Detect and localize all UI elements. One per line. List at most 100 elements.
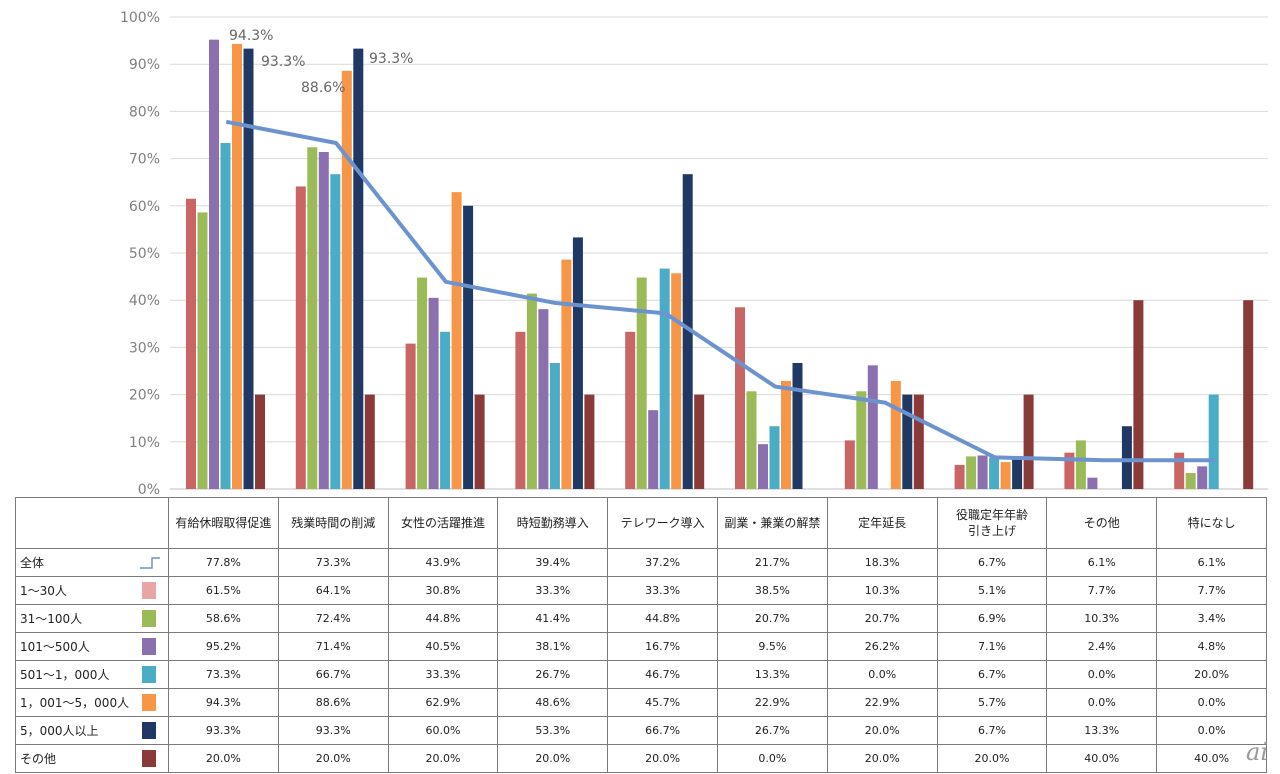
y-tick-label: 0% (138, 482, 160, 497)
table-row: 1～30人 61.5% 64.1% 30.8% 33.3% 33.3% 38.5% 10.3%… (15, 576, 1267, 605)
y-tick-label: 80% (129, 104, 160, 120)
table-cell: 94.3% (168, 688, 279, 717)
table-cell: 20.0% (277, 744, 389, 773)
bar (902, 394, 913, 489)
bar (1174, 452, 1185, 489)
value-annotation: 93.3% (369, 51, 413, 67)
table-cell: 46.7% (607, 660, 718, 689)
table-cell: 13.3% (1046, 716, 1158, 745)
bar (220, 143, 231, 490)
bar (1133, 300, 1144, 489)
bar (330, 174, 341, 489)
category-header: 役職定年年齢 引き上げ (936, 497, 1048, 549)
bar (1087, 477, 1098, 489)
category-header: テレワーク導入 (607, 497, 718, 549)
table-cell: 73.3% (168, 660, 279, 689)
table-cell: 33.3% (607, 576, 718, 605)
table-cell: 33.3% (497, 576, 609, 605)
bar (1208, 394, 1219, 489)
y-tick-label: 100% (120, 10, 160, 26)
table-cell: 38.5% (716, 576, 828, 605)
table-cell: 53.3% (497, 716, 609, 745)
table-cell: 58.6% (168, 604, 279, 633)
bar (671, 273, 682, 489)
table-cell: 20.7% (826, 604, 938, 633)
bar (232, 43, 242, 490)
row-label: 31～100人 (15, 604, 169, 633)
row-label-text: 全体 (20, 556, 45, 570)
table-cell: 0.0% (1046, 660, 1158, 689)
row-label: 1，001～5，000人 (15, 688, 169, 717)
table-cell: 33.3% (387, 660, 499, 689)
y-tick-label: 40% (129, 293, 160, 309)
bar (1185, 472, 1196, 489)
table-cell: 20.0% (168, 744, 279, 773)
bar (255, 394, 265, 489)
bar (1012, 457, 1023, 489)
table-cell: 6.1% (1156, 548, 1267, 577)
bar (966, 456, 977, 489)
table-cell: 7.7% (1156, 576, 1267, 605)
category-header: 残業時間の削減 (277, 497, 389, 549)
table-cell: 0.0% (716, 744, 828, 773)
table-cell: 6.7% (936, 716, 1048, 745)
table-cell: 2.4% (1046, 632, 1158, 661)
bar (856, 391, 867, 489)
watermark-logo: ai (1246, 738, 1268, 766)
bar (341, 70, 352, 490)
table-row: 1，001～5，000人 94.3% 88.6% 62.9% 48.6% 45.7% 22.… (15, 688, 1267, 717)
bar (561, 259, 572, 489)
bar (977, 455, 988, 489)
y-tick-label: 20% (129, 388, 160, 404)
table-cell: 0.0% (1046, 688, 1158, 717)
table-cell: 0.0% (1156, 688, 1267, 717)
table-cell: 3.4% (1156, 604, 1267, 633)
table-cell: 26.7% (497, 660, 609, 689)
bar (625, 331, 636, 489)
table-cell: 9.5% (716, 632, 828, 661)
table-cell: 48.6% (497, 688, 609, 717)
bar (197, 212, 208, 489)
total-line (225, 119, 1215, 463)
value-annotation: 94.3% (229, 28, 273, 44)
bar (295, 186, 306, 489)
bar (538, 309, 549, 489)
row-label: その他 (15, 744, 169, 773)
legend-swatch (142, 694, 156, 711)
row-label: 501～1，000人 (15, 660, 169, 689)
category-header: 有給休暇取得促進 (168, 497, 279, 549)
table-cell: 6.1% (1046, 548, 1158, 577)
table-cell: 13.3% (716, 660, 828, 689)
table-cell: 72.4% (277, 604, 389, 633)
category-header: 副業・兼業の解禁 (716, 497, 828, 549)
table-cell: 62.9% (387, 688, 499, 717)
row-label-text: その他 (20, 752, 57, 766)
table-row: 31～100人 58.6% 72.4% 44.8% 41.4% 44.8% 20.7% 20.… (15, 604, 1267, 633)
row-label-text: 101～500人 (20, 640, 90, 654)
table-cell: 93.3% (168, 716, 279, 745)
table-cell: 10.3% (1046, 604, 1158, 633)
table-cell: 37.2% (607, 548, 718, 577)
table-cell: 22.9% (716, 688, 828, 717)
bar (659, 268, 670, 489)
row-label-text: 1，001～5，000人 (20, 696, 130, 710)
table-row: 5，000人以上 93.3% 93.3% 60.0% 53.3% 66.7% 26.7% 20… (15, 716, 1267, 745)
annotations: 94.3% 93.3% 88.6% 93.3% (229, 28, 413, 96)
table-cell: 20.0% (826, 716, 938, 745)
bar (636, 277, 647, 489)
bar (526, 293, 537, 489)
table-cell: 6.9% (936, 604, 1048, 633)
table-cell: 20.0% (497, 744, 609, 773)
table-cell: 20.7% (716, 604, 828, 633)
table-cell: 20.0% (387, 744, 499, 773)
bar (682, 174, 693, 489)
table-cell: 16.7% (607, 632, 718, 661)
table-cell: 77.8% (168, 548, 279, 577)
legend-swatch (142, 638, 156, 655)
table-cell: 21.7% (716, 548, 828, 577)
bar (428, 297, 439, 489)
bar (1075, 440, 1086, 489)
table-cell: 66.7% (277, 660, 389, 689)
bar (758, 444, 768, 489)
table-cell: 88.6% (277, 688, 389, 717)
